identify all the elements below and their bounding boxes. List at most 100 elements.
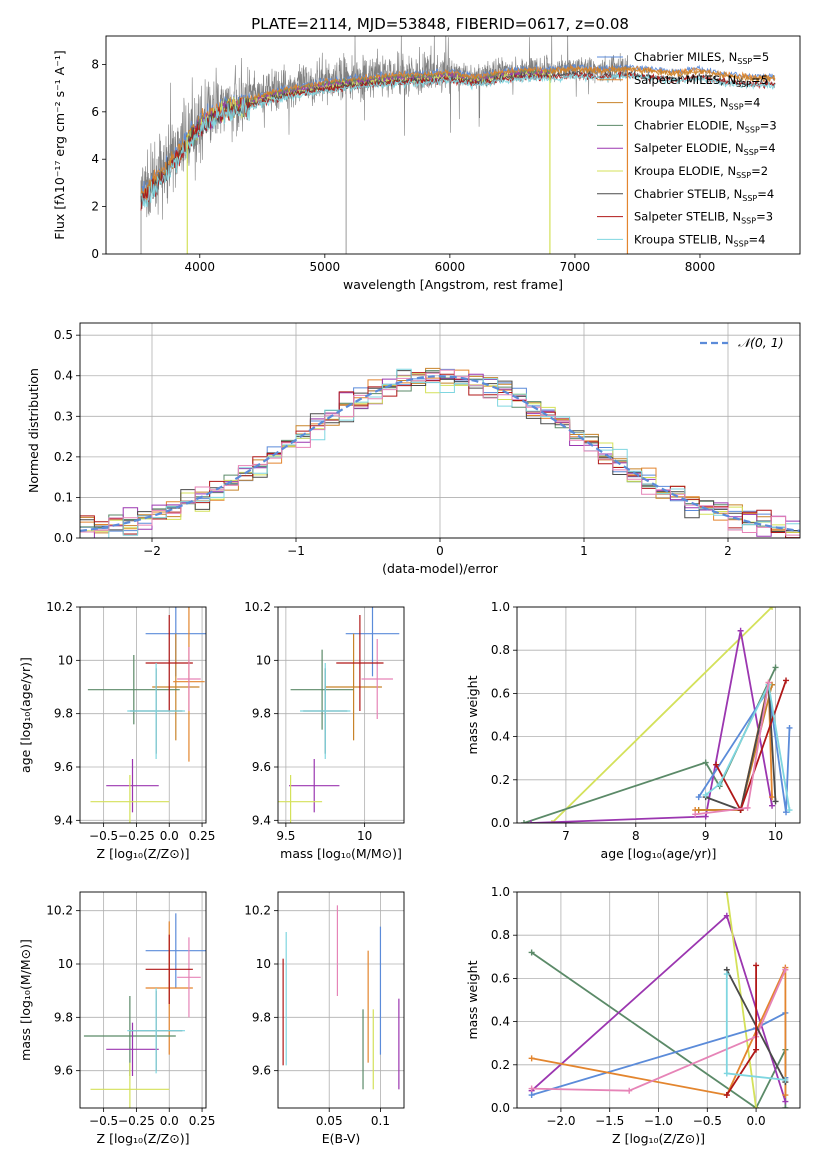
y-tick-label: 4 xyxy=(91,152,99,166)
x-axis-label: mass [log₁₀(M/M⊙)] xyxy=(280,846,402,861)
mass_vs_Z-plot-area xyxy=(83,913,206,1108)
y-tick-label: 0.4 xyxy=(491,1015,510,1029)
y-tick-label: 9.4 xyxy=(54,813,73,827)
y-axis-label: mass [log₁₀(M/M⊙)] xyxy=(18,939,33,1061)
legend-label: 𝒩(0, 1) xyxy=(738,335,784,350)
y-tick-label: 0.2 xyxy=(54,450,73,464)
axes-frame xyxy=(277,891,405,1109)
weight-line xyxy=(705,684,777,812)
y-tick-label: 0.6 xyxy=(491,971,510,985)
mass_vs_Z-panel: −0.5 −0.25 0.0 0.25 9.6 9.8 10 10.2 Z [log₁₀(Z/Z… xyxy=(18,891,215,1146)
y-tick-label: 0.4 xyxy=(54,369,73,383)
weight-line xyxy=(551,607,773,823)
weight-marker xyxy=(769,794,776,801)
x-tick-label: 7000 xyxy=(560,260,591,274)
legend-label: Kroupa MILES, NSSP=4 xyxy=(634,96,760,112)
weight-marker xyxy=(528,1055,535,1062)
legend-label-main: Salpeter STELIB, N xyxy=(634,210,741,224)
y-tick-label: 1.0 xyxy=(491,885,510,899)
x-tick-label: 0.05 xyxy=(316,1114,343,1128)
y-tick-label: 9.6 xyxy=(252,760,271,774)
legend-label-sub: SSP xyxy=(736,80,751,89)
legend-label-sub: SSP xyxy=(737,57,752,66)
x-tick-label: 10 xyxy=(768,829,783,843)
legend-label-main: Salpeter ELODIE, N xyxy=(634,141,744,155)
x-tick-label: 0 xyxy=(436,544,444,558)
y-tick-label: 0.4 xyxy=(491,730,510,744)
x-axis-label: Z [log₁₀(Z/Z⊙)] xyxy=(612,1131,705,1146)
weight-marker xyxy=(786,807,793,814)
axes-frame xyxy=(516,606,801,824)
weight-marker xyxy=(626,1087,633,1094)
weight-marker xyxy=(520,820,527,823)
weight-marker xyxy=(702,759,709,766)
weight-line xyxy=(530,630,773,823)
legend-label-sub: SSP xyxy=(729,103,744,112)
weight-marker xyxy=(772,798,779,805)
spectrum-panel: 4000 5000 6000 7000 8000 0 2 4 6 8 wavelength [Ang… xyxy=(52,35,801,292)
weight-marker xyxy=(723,1092,730,1099)
legend-label-sub: SSP xyxy=(736,171,751,180)
y-tick-label: 9.6 xyxy=(252,1064,271,1078)
age_vs_Z-plot-area xyxy=(87,607,206,823)
x-tick-label: −0.25 xyxy=(118,1114,155,1128)
y-tick-label: 10.2 xyxy=(46,904,73,918)
y-tick-label: 10 xyxy=(58,653,73,667)
weight-marker xyxy=(782,966,789,973)
legend-label-suffix: =5 xyxy=(752,50,769,64)
weight-marker xyxy=(528,1085,535,1092)
x-tick-label: −0.5 xyxy=(89,1114,118,1128)
x-axis-label: age [log₁₀(age/yr)] xyxy=(601,846,717,861)
y-tick-label: 0 xyxy=(91,247,99,261)
legend-label-suffix: =2 xyxy=(751,164,768,178)
y-tick-label: 10 xyxy=(256,957,271,971)
y-axis-label: mass weight xyxy=(465,675,480,754)
legend-label: Salpeter MILES, NSSP=5 xyxy=(634,73,768,89)
y-tick-label: 9.6 xyxy=(54,760,73,774)
x-axis-label: Z [log₁₀(Z/Z⊙)] xyxy=(97,1131,190,1146)
weight-marker xyxy=(702,791,709,798)
weight-marker xyxy=(548,820,555,823)
weight-marker xyxy=(782,1105,789,1108)
x-tick-label: 0.0 xyxy=(160,829,179,843)
weight-line xyxy=(705,681,791,811)
axes-frame xyxy=(105,35,801,255)
weight-marker xyxy=(723,892,730,895)
x-tick-label: 9.5 xyxy=(276,829,295,843)
y-tick-label: 0.0 xyxy=(491,816,510,830)
axes-frame xyxy=(79,322,801,539)
weight-marker xyxy=(723,971,730,978)
y-tick-label: 0.5 xyxy=(54,328,73,342)
legend-label: Kroupa STELIB, NSSP=4 xyxy=(634,232,765,248)
x-tick-label: −0.25 xyxy=(118,829,155,843)
y-tick-label: 9.6 xyxy=(54,1064,73,1078)
y-tick-label: 0.3 xyxy=(54,409,73,423)
massweight_vs_age-plot-area xyxy=(520,607,793,823)
legend-label-suffix: =4 xyxy=(759,141,776,155)
histogram-step xyxy=(80,372,800,538)
x-axis-label: Z [log₁₀(Z/Z⊙)] xyxy=(97,846,190,861)
x-tick-label: 8000 xyxy=(685,260,716,274)
x-tick-label: 7 xyxy=(562,829,570,843)
legend-label-suffix: =4 xyxy=(749,232,766,246)
normal-curve xyxy=(80,375,800,532)
y-axis-label: Normed distribution xyxy=(26,368,41,493)
weight-marker xyxy=(769,802,776,809)
weight-marker xyxy=(769,607,776,610)
massweight_vs_Z-panel: −2.0 −1.5 −1.0 −0.5 0.0 0.0 0.2 0.4 0.6 0.8 1.0 Z [… xyxy=(465,885,801,1146)
y-tick-label: 0.0 xyxy=(54,531,73,545)
x-tick-label: 10 xyxy=(357,829,372,843)
y-axis-label: age [log₁₀(age/yr)] xyxy=(18,657,33,773)
weight-marker xyxy=(716,781,723,788)
x-tick-label: −0.5 xyxy=(693,1114,722,1128)
x-axis-label: E(B-V) xyxy=(322,1131,361,1146)
weight-marker xyxy=(753,962,760,969)
legend-label-suffix: =5 xyxy=(751,73,768,87)
weight-marker xyxy=(782,1092,789,1099)
x-tick-label: 6000 xyxy=(435,260,466,274)
weight-marker xyxy=(528,1092,535,1099)
massweight_vs_Z-plot-area xyxy=(528,892,789,1108)
y-tick-label: 9.8 xyxy=(252,1010,271,1024)
legend-label-suffix: =3 xyxy=(760,118,777,132)
